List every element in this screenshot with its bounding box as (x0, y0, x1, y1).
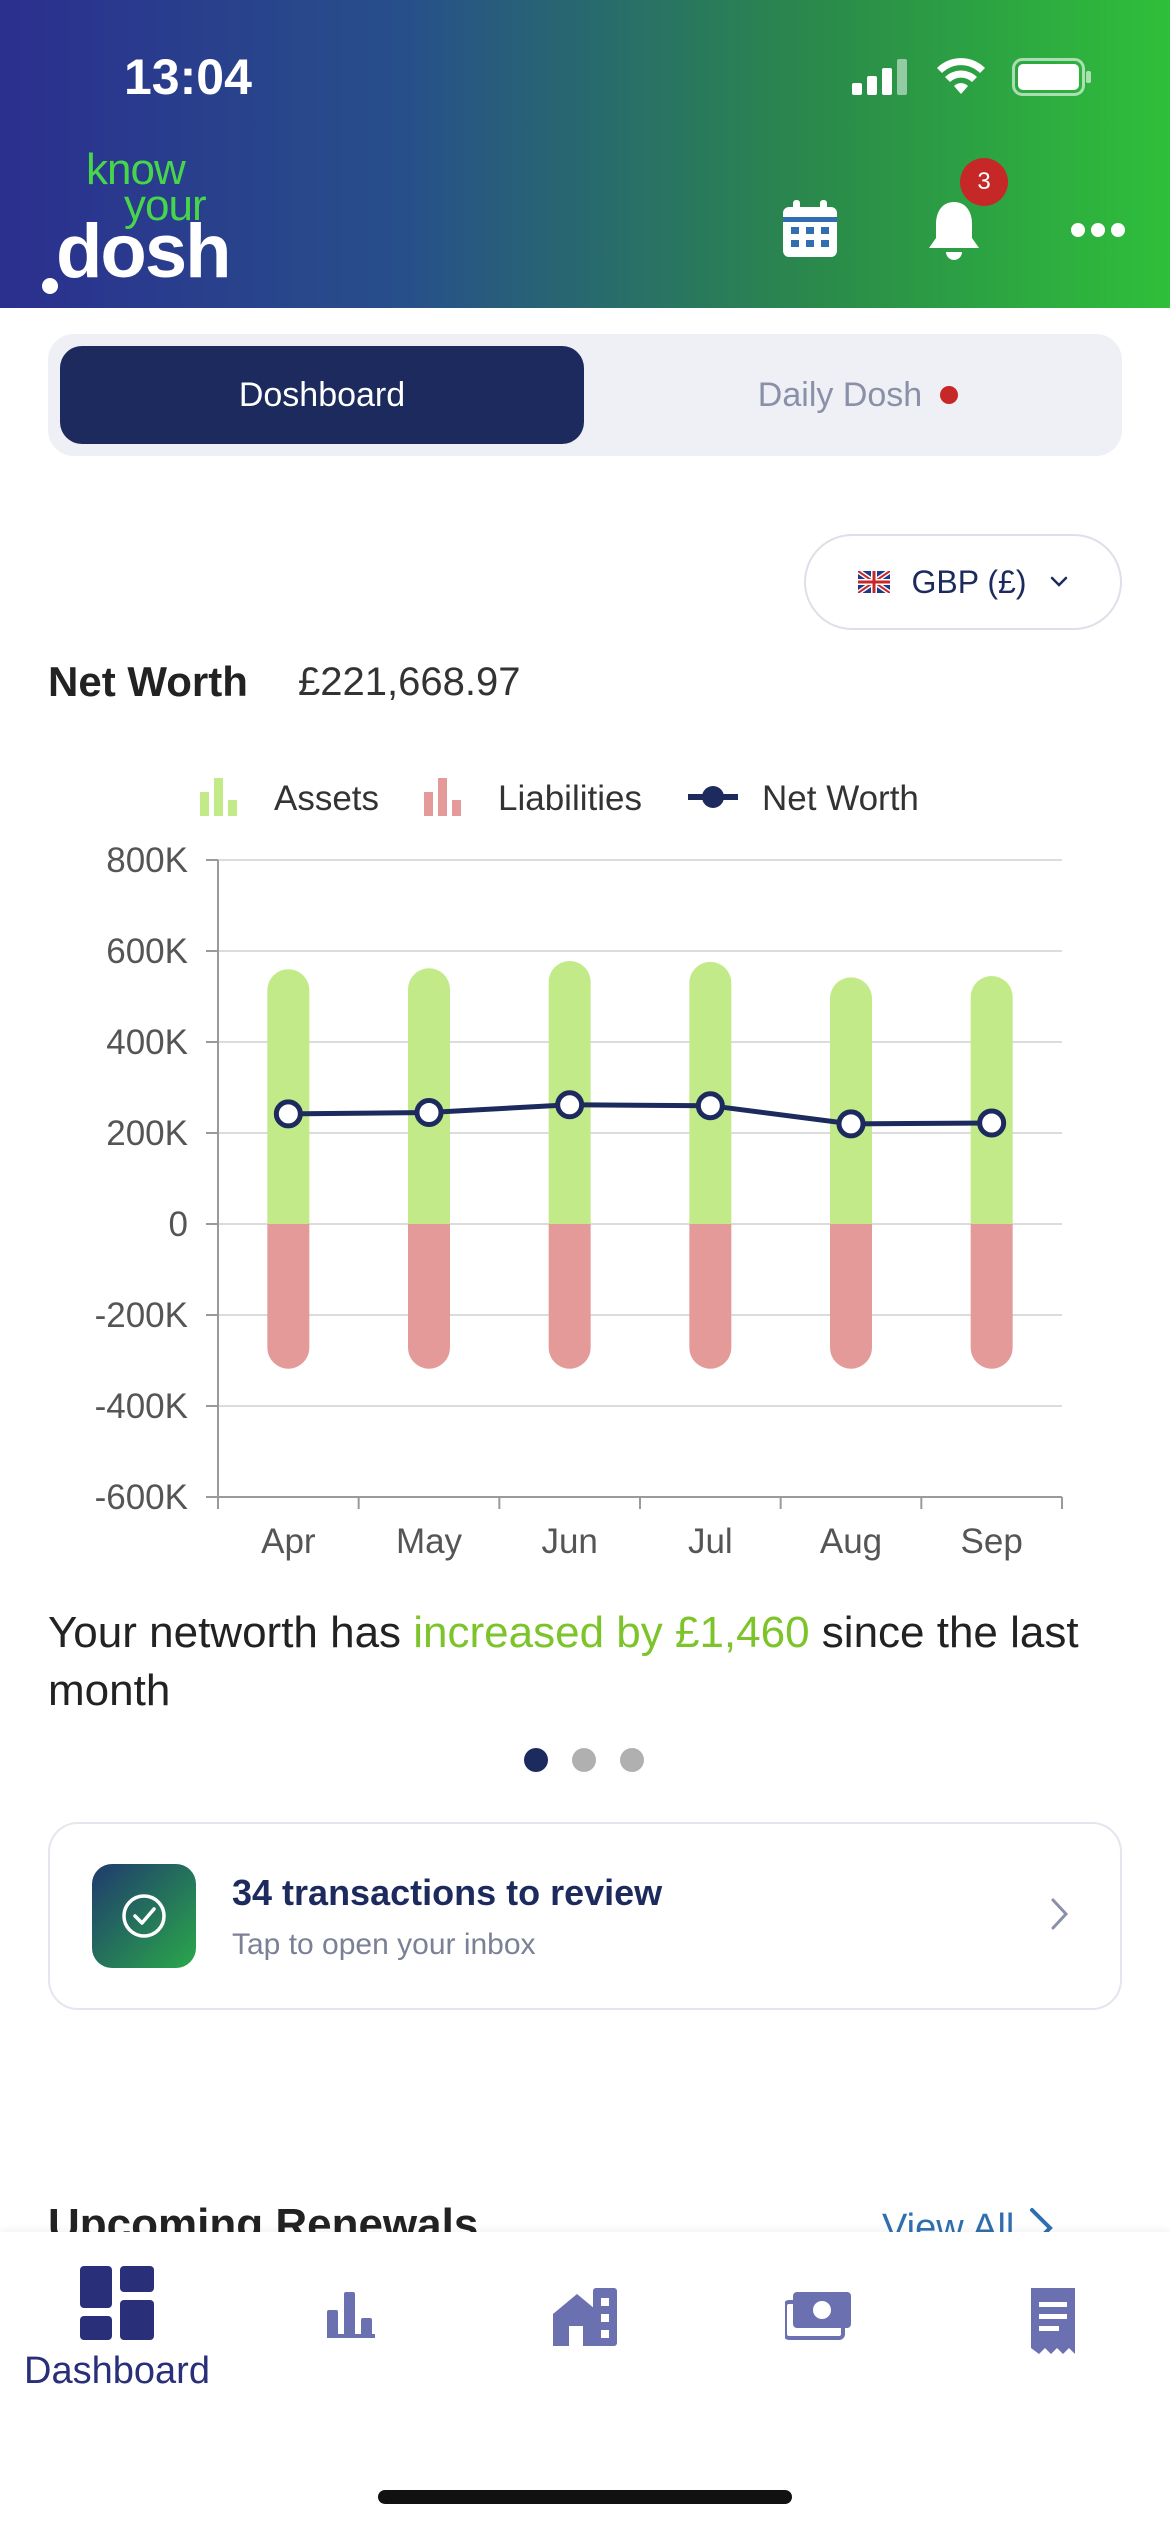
flag-uk-icon (857, 571, 890, 593)
liabilities-bar (830, 1224, 872, 1369)
calendar-button[interactable] (770, 190, 850, 270)
chevron-right-icon (1051, 1898, 1069, 1930)
nav-dashboard[interactable]: Dashboard (0, 2266, 234, 2393)
nav-bills[interactable] (936, 2288, 1170, 2354)
bar-chart-icon (327, 2292, 375, 2338)
status-icons (852, 58, 1092, 96)
legend-marker (702, 786, 724, 808)
legend-swatch (228, 800, 237, 816)
liabilities-bar (970, 1224, 1013, 1369)
legend-label: Net Worth (762, 779, 919, 818)
more-menu-button[interactable] (1058, 190, 1138, 270)
summary-highlight: increased by £1,460 (413, 1608, 810, 1657)
liabilities-bar (408, 1224, 450, 1369)
carousel-dots (524, 1748, 644, 1772)
y-tick-label: -600K (95, 1478, 188, 1517)
liabilities-bar (548, 1224, 591, 1369)
notification-badge: 3 (960, 158, 1008, 206)
assets-bar (267, 969, 310, 1224)
legend-swatch (452, 800, 461, 816)
networth-summary: Your networth has increased by £1,460 si… (48, 1604, 1128, 1720)
carousel-dot-1[interactable] (524, 1748, 548, 1772)
net-worth-point (414, 1098, 444, 1128)
x-tick-label: Sep (961, 1522, 1023, 1561)
net-worth-label: Net Worth (48, 658, 248, 705)
net-worth-point (695, 1091, 725, 1121)
assets-bar (408, 968, 450, 1224)
review-icon-tile (92, 1864, 196, 1968)
x-tick-label: Jul (688, 1522, 733, 1561)
nav-property[interactable] (468, 2288, 702, 2346)
status-time: 13:04 (124, 49, 252, 105)
x-tick-label: Aug (820, 1522, 882, 1561)
net-worth-point (836, 1109, 866, 1139)
net-worth-point (273, 1099, 303, 1129)
nav-insights[interactable] (234, 2292, 468, 2338)
currency-label: GBP (£) (911, 563, 1027, 600)
app-header: 13:04 know your dosh (0, 0, 1170, 308)
legend-swatch (438, 778, 447, 816)
logo-know: know (86, 145, 186, 194)
more-icon (1071, 223, 1125, 237)
summary-prefix: Your networth has (48, 1608, 414, 1657)
x-tick-label: May (396, 1522, 463, 1561)
currency-selector[interactable]: GBP (£) (804, 534, 1122, 630)
bell-icon (929, 202, 979, 260)
net-worth-point (977, 1108, 1007, 1138)
y-tick-label: 800K (106, 841, 188, 880)
logo-dosh: dosh (56, 209, 232, 294)
assets-bar (830, 977, 872, 1224)
transactions-review-card[interactable]: 34 transactions to review Tap to open yo… (48, 1822, 1122, 2010)
wifi-icon (937, 58, 985, 94)
net-worth-point (555, 1090, 585, 1120)
chevron-down-icon (1050, 576, 1067, 587)
y-tick-label: 400K (106, 1023, 188, 1062)
review-title: 34 transactions to review (232, 1872, 663, 1913)
net-worth-value: £221,668.97 (298, 660, 521, 704)
tab-daily-dosh[interactable]: Daily Dosh (608, 346, 1108, 444)
review-subtitle: Tap to open your inbox (232, 1928, 536, 1961)
check-circle-icon (122, 1894, 166, 1938)
dashboard-icon (80, 2266, 154, 2340)
legend-label: Liabilities (498, 779, 642, 818)
legend-swatch (214, 778, 223, 816)
calendar-icon (783, 200, 837, 257)
tab-daily-dosh-label: Daily Dosh (757, 375, 923, 414)
logo-dot (42, 278, 58, 294)
nav-cash[interactable] (702, 2292, 936, 2340)
home-indicator (378, 2490, 792, 2504)
bottom-navigation: Dashboard (0, 2232, 1170, 2532)
view-switcher: Dosh​board Daily Dosh (48, 334, 1122, 456)
y-tick-label: 0 (169, 1205, 188, 1244)
logo-your: your (124, 181, 207, 230)
net-worth-line (288, 1102, 992, 1127)
assets-bar (970, 976, 1013, 1224)
y-tick-label: -400K (95, 1387, 188, 1426)
notifications-button[interactable] (914, 190, 994, 270)
carousel-dot-3[interactable] (620, 1748, 644, 1772)
receipt-icon (1031, 2288, 1075, 2354)
nav-dashboard-label: Dashboard (24, 2350, 210, 2392)
liabilities-bar (267, 1224, 310, 1369)
unread-dot (940, 386, 959, 404)
legend-swatch (424, 792, 433, 816)
y-tick-label: 600K (106, 932, 188, 971)
x-tick-label: Jun (541, 1522, 597, 1561)
legend-swatch (200, 792, 209, 816)
battery-icon (1012, 58, 1091, 96)
signal-icon (852, 59, 907, 95)
legend-label: Assets (274, 779, 379, 818)
liabilities-bar (689, 1224, 732, 1369)
property-icon (553, 2288, 617, 2346)
cash-icon (785, 2292, 851, 2340)
net-worth-chart: Assets Liabilities Net Worth 800K 600K 400K 20… (95, 778, 1063, 1561)
y-tick-label: -200K (95, 1296, 188, 1335)
summary-suffix: since the last month (48, 1608, 1079, 1715)
y-tick-label: 200K (106, 1114, 188, 1153)
carousel-dot-2[interactable] (572, 1748, 596, 1772)
know-your-dosh-logo: know your dosh (38, 145, 258, 294)
tab-doshboard[interactable]: Dosh​board (60, 346, 584, 444)
x-tick-label: Apr (261, 1522, 316, 1561)
